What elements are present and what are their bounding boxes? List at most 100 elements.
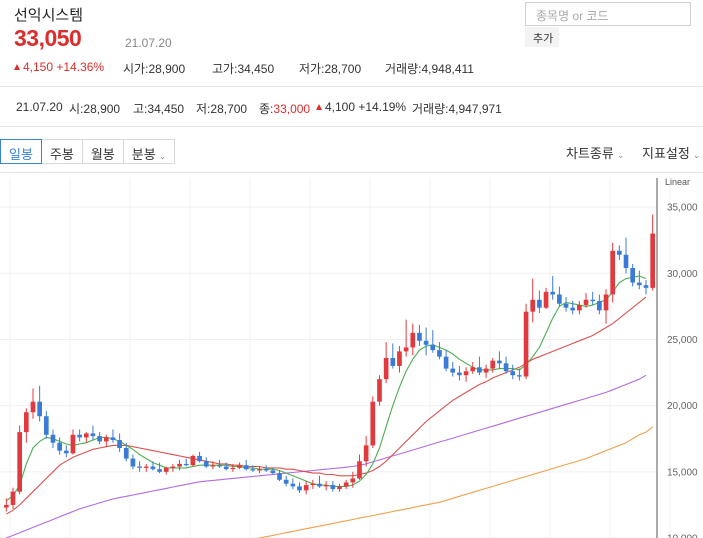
candle-body (377, 379, 382, 402)
candle-body (423, 340, 429, 345)
current-price: 33,050 (14, 25, 82, 51)
summary-volume: 거래량:4,947,971 (412, 102, 502, 116)
candle-body (190, 455, 196, 466)
candle-body (283, 479, 289, 484)
candle-body (563, 303, 569, 308)
candle-body (177, 463, 182, 467)
scale-label: Linear (665, 178, 690, 187)
candle-body (403, 347, 409, 352)
stock-name[interactable]: 선익시스템 (14, 7, 84, 24)
change-value: 4,150 (23, 60, 54, 74)
candle-body (10, 491, 16, 505)
summary-date: 21.07.20 (16, 100, 63, 114)
candle-body (530, 299, 536, 312)
candle-body (90, 433, 96, 437)
candle-body (597, 301, 602, 311)
candle-body (23, 412, 29, 433)
stock-search-input[interactable]: 종목명 or 코드 (525, 2, 691, 26)
volume-stat: 거래량:4,948,411 (385, 62, 474, 76)
price-date: 21.07.20 (125, 36, 172, 50)
candle-body (537, 299, 542, 308)
candle-body (417, 332, 422, 341)
ma60-line (6, 374, 647, 538)
chevron-down-icon: ⌄ (616, 150, 625, 160)
high-value: 34,450 (237, 62, 275, 76)
candle-body (470, 367, 476, 372)
summary-low: 저:28,700 (196, 102, 248, 116)
candle-body (450, 368, 456, 373)
tab-monthly[interactable]: 월봉 (82, 139, 124, 164)
candle-body (383, 358, 389, 380)
candlestick-chart-svg[interactable]: Linear 35,000 30,000 25,000 20,000 15,000 10,0… (0, 177, 703, 538)
candle-body (43, 416, 49, 435)
candle-body (30, 401, 36, 413)
summary-change: 4,100 +14.19% (316, 100, 406, 114)
summary-low-value: 28,700 (210, 102, 248, 116)
candle-body (183, 463, 189, 466)
candle-body (337, 486, 342, 490)
price-chart[interactable]: Linear 35,000 30,000 25,000 20,000 15,000 10,0… (0, 177, 703, 538)
candle-body (163, 467, 169, 472)
candle-body (223, 466, 229, 470)
candle-body (37, 401, 42, 417)
candle-body (577, 305, 582, 311)
toolbar-divider (0, 172, 703, 173)
candle-body (303, 485, 309, 491)
tab-minute[interactable]: 분봉 ⌄ (123, 139, 176, 164)
candle-body (70, 434, 76, 454)
candle-body (150, 466, 156, 470)
summary-low-label: 저 (196, 102, 208, 116)
candle-body (197, 455, 202, 462)
candle-body (330, 485, 336, 490)
candle-body (77, 434, 82, 438)
summary-open-label: 시 (69, 102, 81, 116)
up-triangle-icon (316, 104, 322, 110)
candle-body (390, 358, 396, 366)
candle-body (477, 367, 482, 373)
summary-change-value: 4,100 (325, 100, 356, 114)
candle-body (430, 344, 436, 351)
candle-body (210, 465, 216, 467)
y-tick-label: 30,000 (667, 269, 698, 280)
y-tick-label: 25,000 (667, 335, 698, 346)
ma20-line (6, 296, 647, 515)
summary-close-label: 종 (259, 102, 271, 116)
candle-body (123, 448, 129, 459)
candle-body (130, 458, 136, 467)
low-label: 저가 (299, 62, 322, 76)
candle-body (243, 465, 249, 470)
candle-body (630, 268, 636, 283)
candle-body (370, 401, 376, 446)
chart-type-dropdown[interactable]: 차트종류 ⌄ (566, 143, 624, 162)
candle-body (203, 461, 209, 467)
candle-body (517, 375, 522, 377)
chart-type-label: 차트종류 (566, 146, 614, 161)
candle-body (117, 440, 122, 448)
candle-body (257, 469, 262, 471)
summary-high: 고:34,450 (133, 102, 185, 116)
candle-body (277, 473, 282, 480)
candle-body (570, 307, 576, 311)
tab-weekly[interactable]: 주봉 (41, 139, 83, 164)
candle-body (610, 250, 616, 295)
up-triangle-icon (14, 64, 20, 70)
add-button[interactable]: 추가 (525, 27, 559, 47)
candle-body (343, 482, 349, 487)
candle-body (583, 299, 589, 306)
candle-body (510, 371, 516, 376)
change-percent: +14.36% (56, 60, 105, 74)
chevron-down-icon: ⌄ (692, 150, 701, 160)
summary-high-label: 고 (133, 102, 145, 116)
candle-body (550, 291, 556, 295)
candle-body (317, 483, 322, 487)
low-value: 28,700 (324, 62, 362, 76)
candle-body (230, 467, 236, 470)
candle-body (63, 450, 69, 454)
candle-body (217, 465, 222, 467)
indicator-settings-dropdown[interactable]: 지표설정 ⌄ (642, 143, 700, 162)
tab-daily[interactable]: 일봉 (0, 139, 42, 164)
candle-body (323, 485, 329, 487)
candle-body (650, 233, 656, 288)
y-tick-label: 35,000 (667, 203, 698, 214)
